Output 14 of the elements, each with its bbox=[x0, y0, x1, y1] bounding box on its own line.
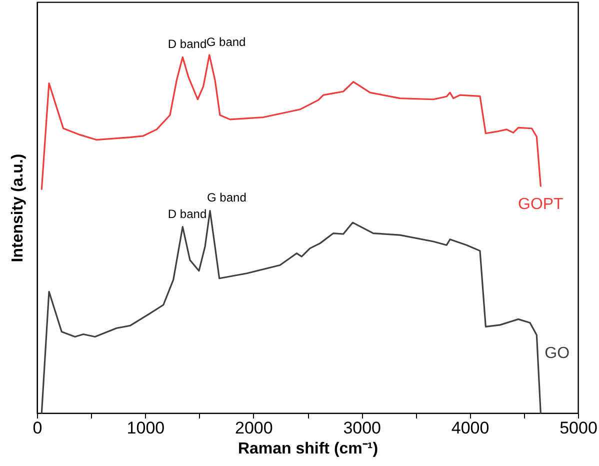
annotation: G band bbox=[207, 190, 246, 205]
x-tick-label: 1000 bbox=[126, 418, 165, 438]
x-axis-title: Raman shift (cm⁻¹) bbox=[238, 440, 378, 458]
x-tick-label: 0 bbox=[32, 418, 42, 438]
x-tick-label: 3000 bbox=[343, 418, 382, 438]
series-label: GO bbox=[544, 344, 570, 362]
y-axis-title: Intensity (a.u.) bbox=[10, 154, 26, 262]
annotation: D band bbox=[168, 206, 207, 221]
x-tick-label: 4000 bbox=[451, 418, 490, 438]
x-tick-label: 2000 bbox=[234, 418, 273, 438]
annotation: D band bbox=[168, 37, 207, 52]
series-label: GOPT bbox=[518, 196, 564, 214]
x-tick-label: 5000 bbox=[560, 418, 598, 438]
annotation: G band bbox=[206, 34, 246, 49]
